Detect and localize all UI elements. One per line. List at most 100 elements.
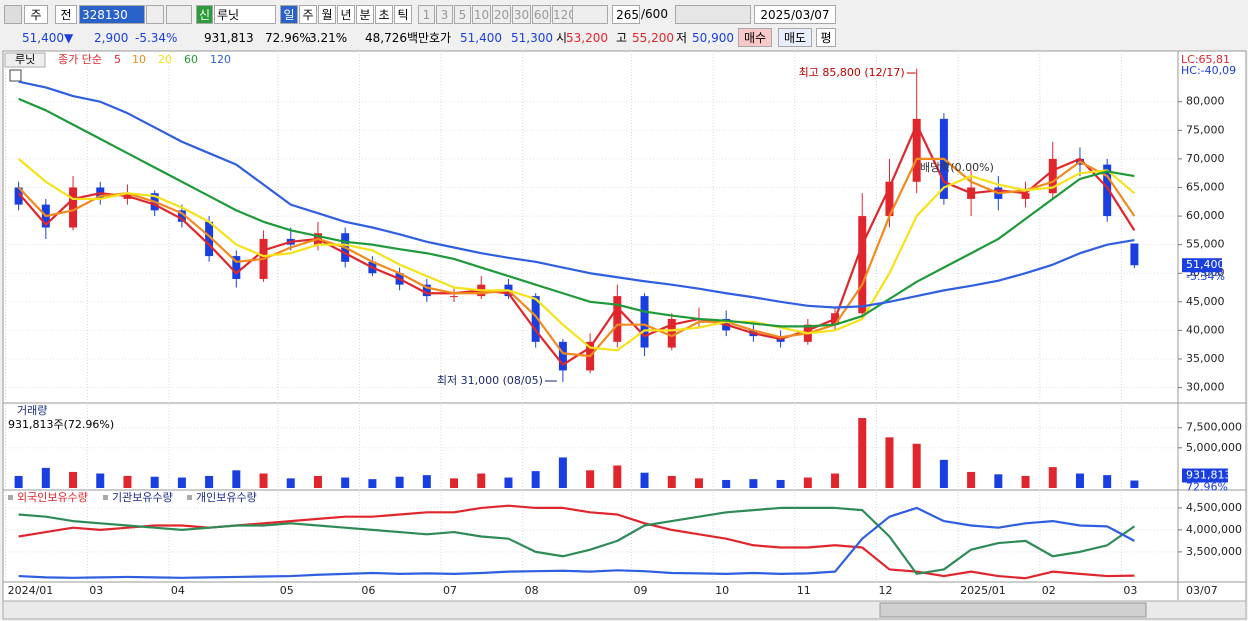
period-button[interactable]: 틱 [394,5,412,24]
x-tick-label: 07 [443,584,457,597]
y-tick-label: 5,000,000 [1186,441,1242,454]
volume-bar [694,478,703,488]
high-label: 고 [616,31,628,45]
candle-body [450,296,459,298]
prev-button[interactable]: 전 [55,5,77,24]
buy-button[interactable]: 매수 [738,28,772,47]
period-button[interactable]: 주 [299,5,317,24]
sell-button[interactable]: 매도 [778,28,812,47]
y-tick-label: 70,000 [1186,152,1225,165]
volume-bar [640,472,649,488]
series-line [18,506,1135,579]
legend-label: 종가 단순 [58,53,102,66]
minute-button[interactable]: 60 [532,5,551,24]
series-line [17,158,1136,352]
x-tick-label: 04 [171,584,185,597]
chart-title: 루닛 [15,53,35,66]
x-tick-label: 02 [1042,584,1056,597]
volume-bar [1075,473,1084,488]
volume-box [1182,468,1228,483]
candle-body [14,187,23,205]
volume-bar [504,477,513,488]
date-input[interactable]: 2025/03/07 [754,5,836,24]
x-tick-label: 08 [525,584,539,597]
count-input[interactable]: 265 [612,5,640,24]
series-line [17,123,1136,366]
x-end-label: 03/07 [1186,584,1218,597]
period-button[interactable]: 월 [318,5,336,24]
volume-bar [722,479,731,488]
bid: 51,300 [511,31,553,45]
volume-bar [749,479,758,488]
volume-bar [531,471,540,488]
minute-button[interactable]: 120 [552,5,574,24]
menu-icon[interactable] [4,5,22,24]
candle-body [912,118,921,182]
avg-button[interactable]: 평 [816,28,836,47]
legend-entry: 10 [132,53,146,66]
volume-bar [1103,475,1112,488]
quote-label: 호가 [429,31,452,45]
period-button[interactable]: 분 [356,5,374,24]
search-button[interactable] [146,5,164,24]
minute-button[interactable]: 20 [492,5,511,24]
period-button[interactable]: 일 [280,5,298,24]
market-select[interactable]: 주 [24,5,48,24]
y-tick-label: 45,000 [1186,295,1225,308]
series-line [18,506,1136,575]
minute-button[interactable]: 1 [418,5,435,24]
volume-bar [69,471,78,488]
name-input[interactable]: 루닛 [214,5,276,24]
minute-button[interactable]: 3 [436,5,453,24]
candle-body [613,296,622,342]
turnover: 3.21% [309,31,348,45]
candle-body [69,187,78,228]
candle-body [232,256,241,279]
low-annotation: 최저 31,000 (08/05) [437,374,543,387]
y-tick-label: 3,500,000 [1186,545,1242,558]
tool-icons[interactable] [675,5,751,24]
candle-body [1130,243,1139,266]
volume-bar [994,474,1003,488]
x-tick-label: 05 [280,584,294,597]
lc-label: LC:65,81 [1181,53,1230,66]
grid-icon[interactable] [9,69,22,82]
code-input[interactable]: 328130 [79,5,145,24]
y-tick-label: 4,500,000 [1186,501,1242,514]
price-box [1182,258,1222,273]
chart-frame [2,50,1247,602]
period-button[interactable]: 년 [337,5,355,24]
volume-bar [858,418,867,488]
legend-entry: 20 [158,53,172,66]
sound-button[interactable] [166,5,192,24]
scroll-thumb[interactable] [879,602,1147,618]
legend-entry: 5 [114,53,121,66]
legend-box [4,52,46,68]
legend-swatch [8,495,13,500]
price-label: 51,400 [1186,258,1225,271]
minute-button[interactable]: 5 [454,5,471,24]
panel-subtitle: 931,813주(72.96%) [8,418,114,431]
price: 51,400▼ [22,31,74,45]
volume-bar [96,473,105,488]
candle-body [422,284,431,297]
volume-bar [232,470,241,488]
period-button[interactable]: 초 [375,5,393,24]
minute-button[interactable]: 10 [472,5,491,24]
empty-select[interactable] [572,5,608,24]
x-tick-label: 2024/01 [8,584,54,597]
volume-bar [395,476,404,488]
minute-button[interactable]: 30 [512,5,531,24]
y-tick-label: 55,000 [1186,238,1225,251]
x-tick-label: 09 [634,584,648,597]
dividend-annotation: 배당락(0.00%) [920,161,994,174]
volume-bar [939,459,948,488]
volume-bar [803,477,812,488]
volume-bar [667,475,676,488]
legend-entry: 120 [210,53,231,66]
low-label: 저 [676,31,688,45]
volume-bar [150,476,159,488]
high: 55,200 [632,31,674,45]
volume-bar [286,478,295,488]
volume-bar [123,475,132,488]
